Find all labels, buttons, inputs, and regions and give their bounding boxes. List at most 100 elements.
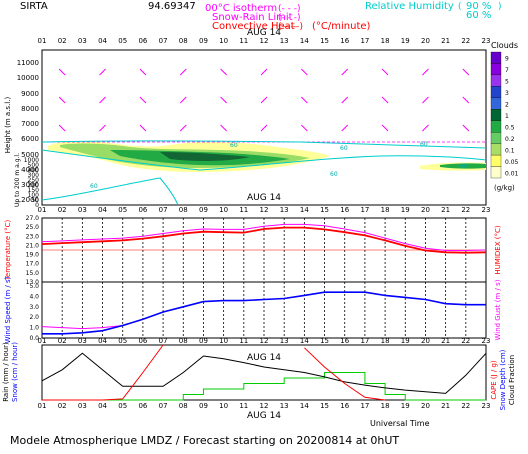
hour-temp-12: 12 <box>260 206 269 214</box>
hour-precip-top-05: 05 <box>118 337 127 345</box>
precip-panel-frame <box>41 344 487 401</box>
hour-top-13: 13 <box>280 37 289 45</box>
date-top: AUG 14 <box>247 28 281 38</box>
hour-precip-top-03: 03 <box>78 337 87 345</box>
wind-barb-5-0 <box>139 68 147 76</box>
legend-snow-rain: Snow-Rain Limit <box>212 12 293 23</box>
colorbar-label-10: 0.01 <box>505 170 519 177</box>
colorbar-label-7: 0.2 <box>505 136 515 143</box>
cloudfrac-ylabel: Cloud Fraction <box>508 355 516 405</box>
cloud-ytick-9000: 9000 <box>21 90 39 98</box>
legend-rh-paren2: ) <box>498 2 502 12</box>
hour-temp-13: 13 <box>280 206 289 214</box>
cloud-ylabel2: Up to 200 m a.g.l. <box>14 153 21 207</box>
colorbar-label-9: 0.05 <box>505 159 519 166</box>
hour-top-14: 14 <box>300 37 309 45</box>
hour-top-04: 04 <box>98 37 107 45</box>
cloud-ytick-3000: 3000 <box>21 181 39 189</box>
wind-barb-9-1 <box>220 96 227 104</box>
rain-series <box>41 352 487 394</box>
cape-series <box>42 344 164 401</box>
hour-temp-03: 03 <box>78 206 87 214</box>
wind-barb-17-2 <box>381 124 389 132</box>
hour-top-17: 17 <box>360 37 369 45</box>
legend-conv-unit: (°C/minute) <box>312 21 371 32</box>
hour-top-08: 08 <box>179 37 188 45</box>
wind-barb-3-2 <box>99 124 106 132</box>
wind-barb-7-0 <box>179 68 187 76</box>
hour-bottom-18: 18 <box>381 402 390 410</box>
rh-contour-upper <box>41 140 487 149</box>
cloud-panel-frame <box>41 49 487 206</box>
hour-top-16: 16 <box>340 37 349 45</box>
colorbar-label-2: 5 <box>505 79 509 86</box>
hour-temp-09: 09 <box>199 206 208 214</box>
wind-barb-11-2 <box>260 124 268 132</box>
cloud-layer-core <box>160 152 250 162</box>
hour-precip-top-17: 17 <box>360 337 369 345</box>
temp-ylabel: Temperature (°C) <box>4 220 12 282</box>
date-precip: AUG 14 <box>247 353 281 363</box>
gust-ylabel: Wind Gust (m / s) <box>494 279 502 340</box>
colorbar-swatch-3 <box>490 86 502 98</box>
colorbar-label-5: 1 <box>505 113 509 120</box>
snow-ylabel: Snow (cm / hour) <box>11 342 19 402</box>
hour-temp-21: 21 <box>441 206 450 214</box>
legend-isotherm: 00°C isotherm <box>205 3 277 14</box>
colorbar-swatch-8 <box>490 143 502 156</box>
wind-ytick-1.0: 1.0 <box>29 325 39 332</box>
temp-ytick-27.0: 27.0 <box>26 215 40 222</box>
colorbar-title: Clouds <box>491 41 518 50</box>
wind-barb-5-1 <box>139 96 147 104</box>
hour-bottom-17: 17 <box>360 402 369 410</box>
legend-rh: Relative Humidity <box>365 1 454 12</box>
hour-bottom-16: 16 <box>340 402 349 410</box>
hour-top-22: 22 <box>461 37 470 45</box>
cape-ylabel: CAPE (J / g) <box>490 360 498 400</box>
legend-convective: Convective Heat <box>212 21 295 32</box>
wind-ytick-4.0: 4.0 <box>29 293 39 300</box>
hour-temp-15: 15 <box>320 206 329 214</box>
wind-barb-19-0 <box>422 68 429 76</box>
hour-temp-06: 06 <box>138 206 147 214</box>
cloud-ytick-low-250: 250 <box>28 177 40 184</box>
hour-precip-top-20: 20 <box>421 337 430 345</box>
hour-temp-01: 01 <box>38 206 47 214</box>
wind-barb-7-2 <box>179 124 187 132</box>
wind-barb-17-0 <box>381 68 389 76</box>
hour-temp-18: 18 <box>381 206 390 214</box>
legend-isotherm-label: 0°C isotherm <box>211 3 277 14</box>
rh-label-3: 60 <box>420 141 428 148</box>
wind-barb-7-1 <box>179 96 187 104</box>
hour-precip-top-19: 19 <box>401 337 410 345</box>
hour-precip-top-13: 13 <box>280 337 289 345</box>
cloud-layer-late-core <box>440 163 486 169</box>
wind-barb-3-1 <box>99 96 106 104</box>
hour-bottom-15: 15 <box>320 402 329 410</box>
hour-temp-16: 16 <box>340 206 349 214</box>
hour-temp-19: 19 <box>401 206 410 214</box>
colorbar-label-1: 7 <box>505 67 509 74</box>
cloud-ytick-low-150: 150 <box>28 187 40 194</box>
hour-temp-20: 20 <box>421 206 430 214</box>
colorbar-swatch-2 <box>490 74 502 87</box>
cloud-ytick-6000: 6000 <box>21 135 39 143</box>
colorbar-swatch-6 <box>490 120 502 133</box>
wind-barb-21-0 <box>462 68 470 76</box>
hour-temp-05: 05 <box>118 206 127 214</box>
cloud-ytick-low-200: 200 <box>28 182 40 189</box>
cloud-ytick-10000: 10000 <box>17 74 39 82</box>
hour-precip-top-07: 07 <box>159 337 168 345</box>
wind-barb-3-0 <box>99 68 106 76</box>
temp-ytick-17.0: 17.0 <box>26 261 40 268</box>
colorbar-swatch-7 <box>490 132 502 144</box>
colorbar-label-3: 3 <box>505 90 509 97</box>
hour-temp-07: 07 <box>159 206 168 214</box>
hour-bottom-19: 19 <box>401 402 410 410</box>
date-bottom: AUG 14 <box>247 411 281 421</box>
wind-barb-5-2 <box>139 124 147 132</box>
snowdepth-ylabel: Snow Depth (cm) <box>499 349 507 410</box>
hour-top-01: 01 <box>38 37 47 45</box>
hour-top-19: 19 <box>401 37 410 45</box>
